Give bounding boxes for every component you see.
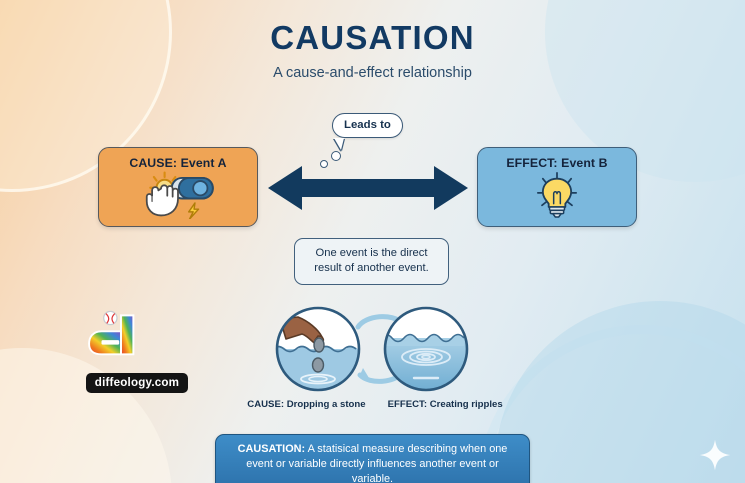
page-subtitle: A cause-and-effect relationship xyxy=(273,65,472,82)
bubble-tail xyxy=(334,138,344,150)
hand-pressing-toggle-switch-icon xyxy=(99,170,257,219)
definition-banner: CAUSATION: A statisical measure describi… xyxy=(215,434,530,483)
sparkle-star-icon xyxy=(698,438,732,472)
caption-line-1: One event is the direct xyxy=(315,247,428,259)
cause-box-label: CAUSE: Event A xyxy=(129,156,227,170)
page-title: CAUSATION xyxy=(270,19,475,56)
leads-to-bubble: Leads to xyxy=(332,113,403,138)
bubble-dot-large xyxy=(331,151,341,161)
logo-text: diffeology.com xyxy=(85,373,189,393)
rainbow-d-logo-icon xyxy=(82,310,192,370)
water-ripples-icon xyxy=(382,305,470,393)
definition-term: CAUSATION: xyxy=(237,443,306,455)
cause-illustration-caption: CAUSE: Dropping a stone xyxy=(247,399,366,410)
header: CAUSATION A cause-and-effect relationshi… xyxy=(0,19,745,82)
effect-illustration-caption: EFFECT: Creating ripples xyxy=(387,399,503,410)
hand-dropping-stone-in-water-icon xyxy=(274,305,362,393)
cause-box: CAUSE: Event A xyxy=(98,147,258,227)
bubble-dot-small xyxy=(320,160,328,168)
illustration-captions: CAUSE: Dropping a stone EFFECT: Creating… xyxy=(215,399,535,410)
effect-box: EFFECT: Event B xyxy=(477,147,637,227)
double-headed-arrow-icon xyxy=(268,163,468,213)
effect-box-label: EFFECT: Event B xyxy=(506,156,608,170)
lightbulb-icon xyxy=(478,170,636,218)
site-logo[interactable]: diffeology.com xyxy=(82,310,192,393)
caption-line-2: result of another event. xyxy=(314,261,429,274)
explanation-caption: One event is the direct result of anothe… xyxy=(294,238,449,285)
definition-text: A statisical measure describing when one… xyxy=(246,443,508,483)
